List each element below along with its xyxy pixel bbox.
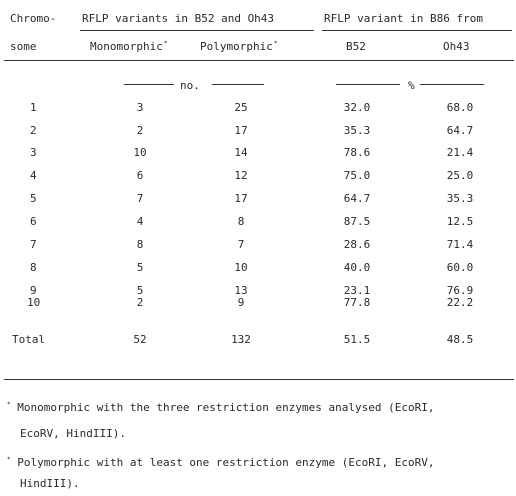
cell-monomorphic: 2 — [136, 296, 144, 309]
cell-chromosome: 5 — [30, 192, 37, 205]
cell-b52-percent: 35.3 — [343, 124, 371, 137]
unit-pct-right-rule — [420, 84, 484, 85]
table-bottom-rule — [4, 379, 514, 380]
cell-polymorphic: 9 — [237, 296, 245, 309]
header-chromosome-line1: Chromo- — [10, 12, 57, 25]
unit-no-right-rule — [212, 84, 264, 85]
cell-oh43-percent: 21.4 — [446, 146, 474, 159]
header-col-b52: B52 — [346, 40, 366, 53]
total-oh43-percent: 48.5 — [446, 333, 474, 346]
unit-no-label: no. — [180, 79, 200, 92]
cell-chromosome: 9 — [30, 284, 37, 297]
cell-polymorphic: 7 — [237, 238, 245, 251]
cell-chromosome: 4 — [30, 169, 37, 182]
cell-chromosome: 6 — [30, 215, 37, 228]
footnote-mark: * — [7, 401, 11, 408]
total-polymorphic: 132 — [231, 333, 251, 346]
footnote-polymorphic-line2: HindIII). — [20, 477, 80, 490]
cell-chromosome: 3 — [30, 146, 37, 159]
cell-oh43-percent: 64.7 — [446, 124, 474, 137]
cell-chromosome: 1 — [30, 101, 37, 114]
cell-monomorphic: 3 — [136, 101, 144, 114]
cell-monomorphic: 2 — [136, 124, 144, 137]
cell-polymorphic: 14 — [234, 146, 248, 159]
header-group1-rule — [80, 30, 314, 31]
footnote-mark-polymorphic: * — [273, 40, 278, 47]
cell-oh43-percent: 35.3 — [446, 192, 474, 205]
cell-polymorphic: 8 — [237, 215, 245, 228]
cell-b52-percent: 32.0 — [343, 101, 371, 114]
cell-b52-percent: 87.5 — [343, 215, 371, 228]
cell-oh43-percent: 60.0 — [446, 261, 474, 274]
cell-monomorphic: 6 — [136, 169, 144, 182]
cell-chromosome: 8 — [30, 261, 37, 274]
footnote-monomorphic: * Monomorphic with the three restriction… — [7, 401, 435, 414]
cell-chromosome: 2 — [30, 124, 37, 137]
footnote-mark-monomorphic: * — [163, 40, 168, 47]
cell-oh43-percent: 12.5 — [446, 215, 474, 228]
cell-monomorphic: 8 — [136, 238, 144, 251]
footnote-polymorphic: * Polymorphic with at least one restrict… — [7, 456, 435, 469]
total-monomorphic: 52 — [133, 333, 147, 346]
header-col-monomorphic: Monomorphic* — [90, 40, 168, 53]
header-group2-title: RFLP variant in B86 from — [324, 12, 483, 25]
cell-monomorphic: 5 — [136, 284, 144, 297]
cell-monomorphic: 4 — [136, 215, 144, 228]
cell-oh43-percent: 76.9 — [446, 284, 474, 297]
cell-oh43-percent: 22.2 — [446, 296, 474, 309]
header-bottom-rule — [4, 60, 514, 61]
cell-polymorphic: 12 — [234, 169, 248, 182]
cell-polymorphic: 10 — [234, 261, 248, 274]
unit-pct-label: % — [408, 79, 415, 92]
cell-b52-percent: 28.6 — [343, 238, 371, 251]
cell-oh43-percent: 25.0 — [446, 169, 474, 182]
cell-oh43-percent: 68.0 — [446, 101, 474, 114]
cell-monomorphic: 5 — [136, 261, 144, 274]
cell-b52-percent: 77.8 — [343, 296, 371, 309]
cell-b52-percent: 64.7 — [343, 192, 371, 205]
cell-polymorphic: 17 — [234, 124, 248, 137]
header-col-oh43: Oh43 — [443, 40, 470, 53]
footnote-monomorphic-line2: EcoRV, HindIII). — [20, 427, 126, 440]
cell-b52-percent: 23.1 — [343, 284, 371, 297]
cell-polymorphic: 25 — [234, 101, 248, 114]
header-col-polymorphic: Polymorphic* — [200, 40, 278, 53]
total-b52-percent: 51.5 — [343, 333, 371, 346]
cell-b52-percent: 40.0 — [343, 261, 371, 274]
header-chromosome-line2: some — [10, 40, 37, 53]
header-group1-title: RFLP variants in B52 and Oh43 — [82, 12, 275, 25]
unit-no-left-rule — [124, 84, 174, 85]
cell-monomorphic: 7 — [136, 192, 144, 205]
footnote-mark: * — [7, 456, 11, 463]
cell-polymorphic: 13 — [234, 284, 248, 297]
header-group2-rule — [322, 30, 512, 31]
cell-b52-percent: 78.6 — [343, 146, 371, 159]
total-label: Total — [12, 333, 46, 346]
cell-oh43-percent: 71.4 — [446, 238, 474, 251]
cell-monomorphic: 10 — [133, 146, 147, 159]
cell-chromosome: 10 — [27, 296, 41, 309]
cell-polymorphic: 17 — [234, 192, 248, 205]
cell-b52-percent: 75.0 — [343, 169, 371, 182]
cell-chromosome: 7 — [30, 238, 37, 251]
unit-pct-left-rule — [336, 84, 400, 85]
